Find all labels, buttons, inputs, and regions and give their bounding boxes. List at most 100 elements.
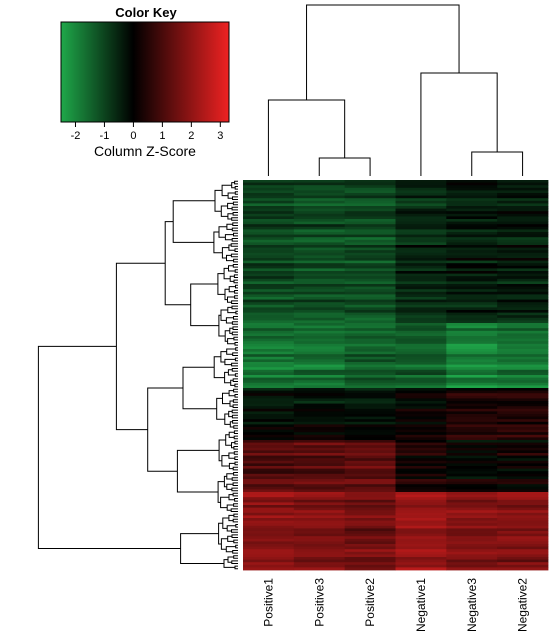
- heatmap-cell: [344, 466, 396, 469]
- heatmap-cell: [344, 284, 396, 287]
- heatmap-cell: [497, 224, 549, 228]
- heatmap-cell: [293, 356, 346, 360]
- color-key-title: Color Key: [115, 5, 177, 20]
- heatmap-cell: [293, 375, 346, 378]
- heatmap-cell: [243, 385, 295, 389]
- heatmap-cell: [293, 427, 346, 430]
- heatmap-cell: [395, 323, 447, 326]
- heatmap-cell: [497, 281, 549, 285]
- heatmap-cell: [293, 450, 346, 454]
- heatmap-cell: [293, 398, 346, 402]
- heatmap-cell: [344, 424, 396, 428]
- heatmap-cell: [395, 294, 447, 298]
- dendrogram-branch: [220, 496, 229, 509]
- heatmap-cell: [293, 367, 346, 371]
- heatmap-cell: [395, 359, 447, 363]
- heatmap-cell: [395, 224, 447, 228]
- heatmap-cell: [497, 346, 549, 350]
- heatmap-cell: [395, 494, 447, 498]
- heatmap-cell: [344, 369, 396, 373]
- heatmap-cell: [395, 203, 447, 207]
- heatmap-cell: [395, 536, 447, 540]
- heatmap-cell: [395, 289, 447, 293]
- heatmap-cell: [293, 463, 346, 467]
- heatmap-cell: [243, 356, 295, 360]
- heatmap-cell: [446, 489, 498, 493]
- heatmap-cell: [243, 473, 295, 477]
- heatmap-cell: [344, 525, 396, 529]
- heatmap-cell: [293, 497, 346, 501]
- heatmap-cell: [497, 213, 549, 217]
- heatmap-cell: [395, 533, 447, 537]
- heatmap-cell: [243, 471, 295, 475]
- heatmap-cell: [446, 315, 498, 319]
- heatmap-cell: [446, 421, 498, 425]
- heatmap-cell: [344, 307, 396, 311]
- heatmap-cell: [395, 369, 447, 373]
- color-key: Color Key -2 -1 0 1 2 3 Column Z-Score: [60, 5, 230, 159]
- heatmap-cell: [344, 471, 396, 475]
- heatmap-cell: [344, 286, 396, 290]
- heatmap-cell: [293, 190, 346, 194]
- heatmap-cell: [395, 499, 447, 503]
- heatmap-cell: [344, 502, 396, 506]
- heatmap-cell: [446, 479, 498, 482]
- heatmap-cell: [446, 536, 498, 540]
- heatmap-cell: [293, 250, 346, 254]
- heatmap-cell: [497, 328, 549, 332]
- heatmap-cell: [293, 364, 346, 368]
- heatmap-cell: [293, 442, 346, 446]
- heatmap-cell: [446, 263, 498, 267]
- dendrogram-branch: [228, 244, 235, 251]
- heatmap-cell: [446, 427, 498, 430]
- heatmap-cell: [293, 211, 346, 215]
- heatmap-cell: [446, 463, 498, 467]
- dendrogram-branch: [234, 440, 238, 445]
- heatmap-cell: [293, 468, 346, 472]
- heatmap-cell: [344, 299, 396, 303]
- heatmap-cell: [344, 354, 396, 358]
- heatmap-cell: [293, 281, 346, 285]
- heatmap-cell: [395, 421, 447, 425]
- heatmap-cell: [497, 523, 549, 527]
- heatmap-cell: [497, 484, 549, 488]
- dendrogram-branch: [225, 546, 236, 553]
- heatmap-cell: [293, 528, 346, 532]
- heatmap-cell: [243, 421, 295, 425]
- heatmap-cell: [446, 401, 498, 404]
- heatmap-cell: [395, 328, 447, 332]
- heatmap-cell: [293, 182, 346, 186]
- heatmap-cell: [497, 453, 549, 456]
- heatmap-cell: [243, 349, 295, 352]
- heatmap-cell: [293, 406, 346, 410]
- heatmap-cell: [344, 564, 396, 568]
- heatmap-cell: [243, 312, 295, 316]
- heatmap-cell: [293, 291, 346, 295]
- heatmap-cell: [243, 408, 295, 412]
- heatmap-cell: [293, 416, 346, 420]
- heatmap-cell: [497, 226, 549, 230]
- heatmap-cell: [497, 562, 549, 566]
- heatmap-cell: [344, 245, 396, 248]
- dendrogram-branch: [226, 504, 234, 511]
- heatmap-cell: [243, 333, 295, 337]
- heatmap-cell: [395, 291, 447, 295]
- heatmap-cell: [344, 492, 396, 495]
- heatmap-cell: [344, 531, 396, 534]
- heatmap-cell: [293, 380, 346, 384]
- heatmap-cell: [243, 494, 295, 498]
- heatmap-cell: [446, 187, 498, 191]
- heatmap-cell: [395, 377, 447, 381]
- heatmap-cell: [446, 343, 498, 347]
- dendrogram-branch: [190, 283, 219, 327]
- heatmap-cell: [344, 445, 396, 449]
- heatmap-cell: [497, 489, 549, 493]
- heatmap-cell: [344, 546, 396, 550]
- heatmap-cell: [344, 458, 396, 462]
- heatmap-cell: [243, 310, 295, 313]
- heatmap-cell: [293, 419, 346, 423]
- dendrogram-branch: [228, 265, 236, 272]
- dendrogram-branch: [231, 534, 238, 538]
- heatmap-cell: [497, 388, 549, 391]
- heatmap-cell: [344, 229, 396, 233]
